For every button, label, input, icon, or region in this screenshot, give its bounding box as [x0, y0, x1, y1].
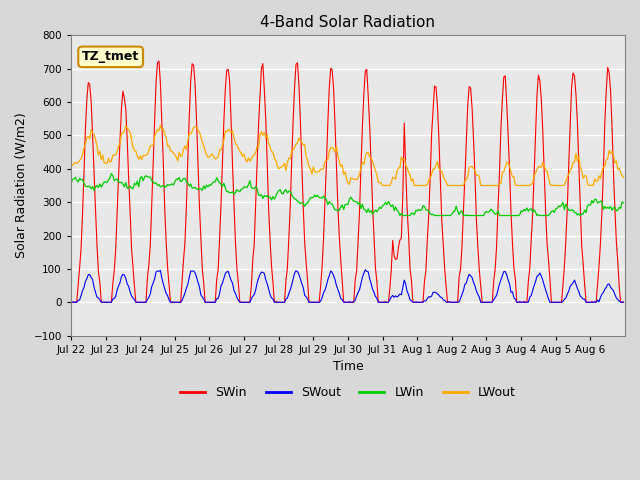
LWin [67, 182, 75, 188]
Line: LWout: LWout [71, 125, 623, 185]
SWout [67, 300, 75, 305]
Line: SWout: SWout [71, 270, 623, 302]
Legend: SWin, SWout, LWin, LWout: SWin, SWout, LWin, LWout [175, 382, 520, 405]
LWout [67, 164, 75, 169]
SWin [463, 140, 470, 145]
SWout [620, 299, 627, 305]
SWin [67, 300, 75, 305]
LWin [353, 199, 360, 204]
Title: 4-Band Solar Radiation: 4-Band Solar Radiation [260, 15, 435, 30]
LWin [86, 183, 93, 189]
SWout [86, 272, 93, 277]
SWout [617, 300, 625, 305]
LWin [464, 213, 472, 218]
LWin [618, 199, 626, 205]
Y-axis label: Solar Radiation (W/m2): Solar Radiation (W/m2) [15, 113, 28, 258]
LWout [353, 177, 360, 183]
LWout [379, 182, 387, 188]
SWout [545, 296, 552, 302]
LWin [396, 213, 404, 218]
SWin [103, 300, 111, 305]
SWin [86, 82, 93, 87]
LWout [157, 122, 164, 128]
LWout [86, 136, 93, 142]
SWin [620, 300, 627, 305]
LWin [108, 171, 115, 177]
LWout [464, 173, 472, 179]
SWin [353, 268, 360, 274]
SWout [362, 267, 369, 273]
X-axis label: Time: Time [333, 360, 364, 373]
SWin [617, 300, 625, 305]
Line: LWin: LWin [71, 174, 623, 216]
LWin [620, 200, 627, 205]
SWout [463, 280, 470, 286]
Line: SWin: SWin [71, 61, 623, 302]
LWout [618, 173, 626, 179]
LWin [546, 211, 554, 216]
SWout [351, 297, 359, 303]
LWout [620, 174, 627, 180]
SWin [545, 258, 552, 264]
Text: TZ_tmet: TZ_tmet [82, 50, 140, 63]
SWin [155, 58, 163, 64]
SWout [103, 300, 111, 305]
LWout [103, 160, 111, 166]
LWout [546, 181, 554, 187]
LWin [103, 180, 111, 185]
